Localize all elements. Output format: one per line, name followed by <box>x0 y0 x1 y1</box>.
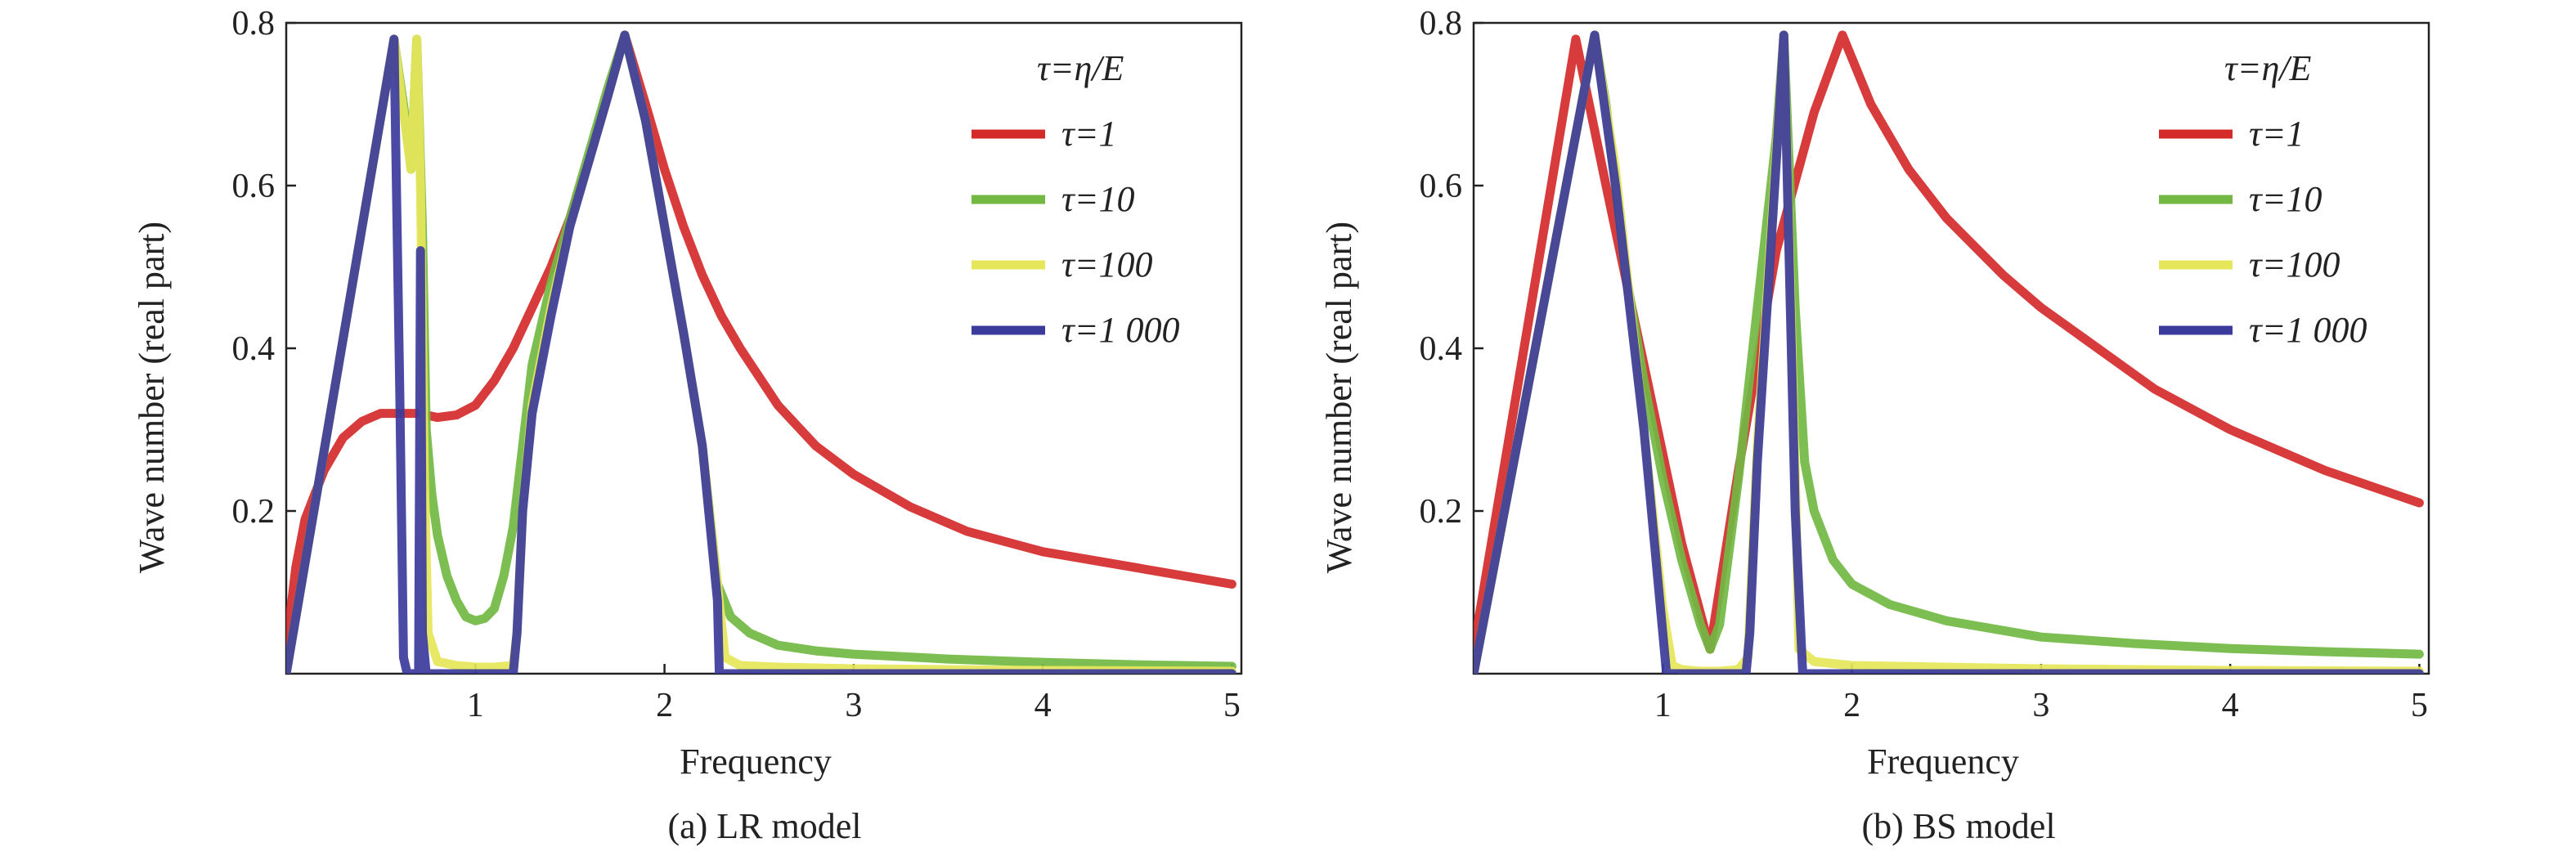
series-line-3 <box>1474 30 2424 674</box>
y-tick-label: 0.2 <box>232 493 276 531</box>
legend-entry: τ=10 <box>1061 179 1134 219</box>
x-tick-label: 4 <box>2222 687 2239 724</box>
legend-entry: τ=1 000 <box>1061 310 1179 350</box>
series-lines <box>1474 30 2424 674</box>
x-tick-label: 2 <box>1843 687 1860 724</box>
y-tick-label: 0.8 <box>1420 5 1463 43</box>
x-tick-label: 5 <box>2411 687 2428 724</box>
x-tick-label: 3 <box>2032 687 2049 724</box>
x-tick-label: 1 <box>467 687 484 724</box>
panel-caption-bs: (b) BS model <box>1861 806 2056 846</box>
y-axis-title: Wave number (real part) <box>1319 222 1359 573</box>
x-tick-label: 4 <box>1034 687 1052 724</box>
legend-entry: τ=100 <box>1061 244 1152 285</box>
legend-entry: τ=10 <box>2249 179 2322 219</box>
y-tick-label: 0.8 <box>232 5 276 43</box>
panel-lr-model: 1 2 3 4 5 0.2 0.4 0.6 0.8 Frequency Wave number (r… <box>132 5 1243 782</box>
x-tick-label: 5 <box>1223 687 1241 724</box>
y-tick-label: 0.2 <box>1420 493 1463 531</box>
y-tick-label: 0.4 <box>232 330 276 368</box>
legend-entry: τ=1 <box>1061 114 1116 154</box>
legend-entry: τ=1 000 <box>2249 310 2367 350</box>
panel-bs-model: 1 2 3 4 5 0.2 0.4 0.6 0.8 Frequency Wave number (r… <box>1319 5 2430 782</box>
y-tick-label: 0.6 <box>1420 168 1463 205</box>
x-axis-title: Frequency <box>1867 742 2019 782</box>
legend-entry: τ=1 <box>2249 114 2304 154</box>
y-tick-label: 0.6 <box>232 168 276 205</box>
panel-caption-lr: (a) LR model <box>667 806 862 846</box>
y-axis-title: Wave number (real part) <box>132 222 172 573</box>
x-tick-label: 1 <box>1654 687 1672 724</box>
x-axis-title: Frequency <box>680 742 832 782</box>
x-tick-label: 2 <box>656 687 673 724</box>
x-tick-label: 3 <box>845 687 862 724</box>
legend-entry: τ=100 <box>2249 244 2340 285</box>
series-lines <box>286 30 1236 674</box>
y-tick-label: 0.4 <box>1420 330 1463 368</box>
legend-title: τ=η/E <box>2224 48 2311 88</box>
series-line-3 <box>286 30 1236 674</box>
legend-title: τ=η/E <box>1037 48 1124 88</box>
